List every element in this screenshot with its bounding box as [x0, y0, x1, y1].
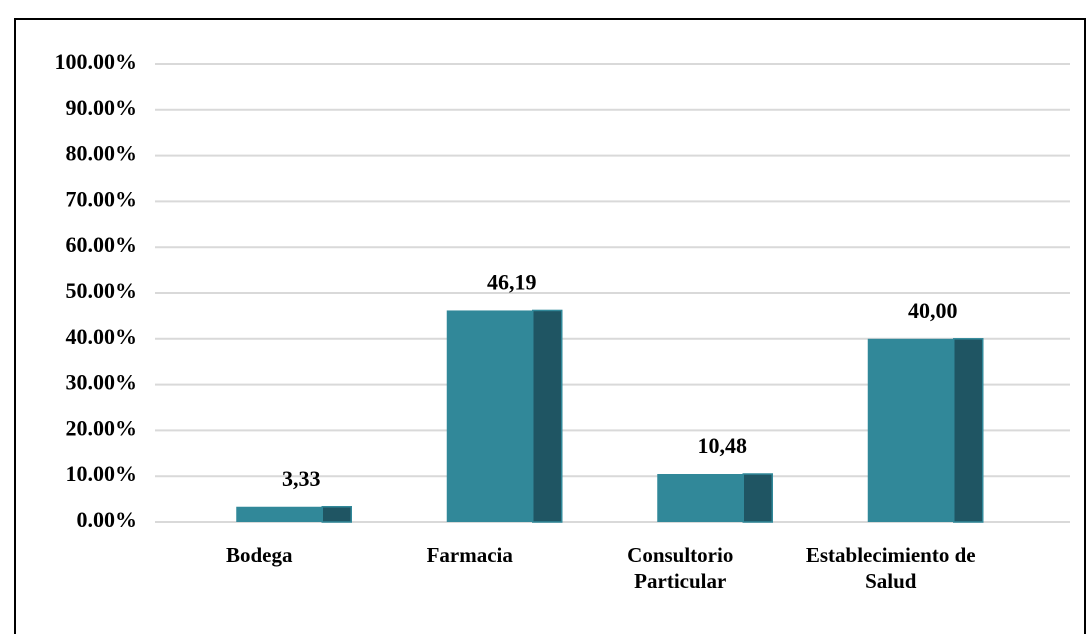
bar [446, 310, 533, 522]
data-label: 46,19 [487, 269, 537, 294]
bar-side [532, 309, 563, 523]
data-label: 10,48 [698, 433, 748, 458]
bar-side [321, 505, 352, 523]
y-tick-label: 30.00% [66, 370, 138, 395]
y-tick-label: 50.00% [66, 278, 138, 303]
data-label: 3,33 [282, 466, 321, 491]
data-label: 40,00 [908, 298, 958, 323]
bar [867, 338, 954, 522]
x-tick-label: Farmacia [426, 543, 513, 567]
bar-side [953, 338, 984, 523]
y-tick-label: 100.00% [55, 49, 138, 74]
y-tick-label: 70.00% [66, 186, 138, 211]
bar [657, 474, 744, 522]
bar-side [742, 473, 773, 523]
y-tick-label: 80.00% [66, 141, 138, 166]
y-tick-label: 40.00% [66, 324, 138, 349]
y-tick-label: 0.00% [77, 507, 138, 532]
y-tick-label: 90.00% [66, 95, 138, 120]
y-tick-label: 60.00% [66, 232, 138, 257]
y-tick-label: 10.00% [66, 461, 138, 486]
bar [236, 506, 323, 522]
x-tick-label: Bodega [225, 543, 293, 567]
x-tick-label: Consultorio Particular [627, 543, 734, 593]
chart-border [14, 18, 1086, 634]
x-tick-label: Establecimiento de Salud [805, 543, 976, 593]
y-tick-label: 20.00% [66, 415, 138, 440]
